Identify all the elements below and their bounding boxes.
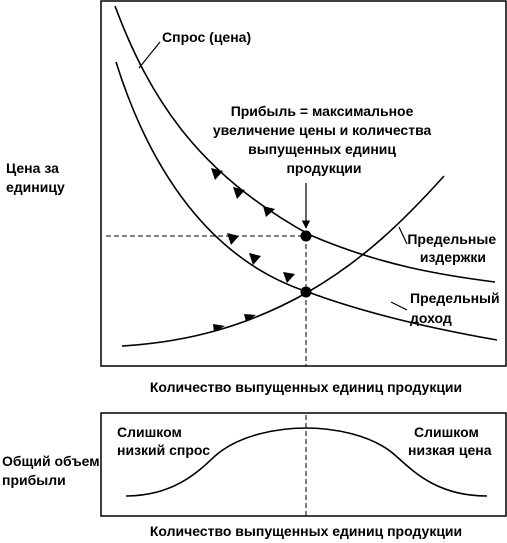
profit-note-line: Прибыль = максимальное: [231, 103, 414, 119]
bottom-y-axis-label: Общий объем прибыли: [2, 453, 104, 488]
low-demand-note-line: Слишком: [117, 424, 182, 440]
profit-note-line: продукции: [286, 160, 361, 176]
mr-arrow-icon: [283, 272, 295, 283]
low-price-note-line: низкая цена: [408, 442, 492, 458]
demand-curve: [114, 5, 496, 283]
marginal-revenue-curve: [115, 61, 498, 341]
marginal-cost-curve: [121, 175, 445, 347]
top-y-axis-label-line: Цена за: [6, 160, 59, 176]
low-price-note: Слишком низкая цена: [408, 424, 492, 458]
mc-arrow-icon: [213, 324, 225, 332]
bottom-y-axis-label-line: прибыли: [2, 472, 66, 488]
bottom-x-axis-label: Количество выпущенных единиц продукции: [150, 523, 462, 539]
profit-note-line: выпущенных единиц: [248, 141, 396, 157]
marginal-revenue-label-line: доход: [410, 310, 452, 326]
profit-note-line: увеличение цены и количества: [213, 122, 432, 138]
top-x-axis-label: Количество выпущенных единиц продукции: [150, 379, 462, 395]
mr-mc-intersection-point: [300, 286, 312, 298]
marginal-revenue-label: Предельный доход: [410, 290, 503, 326]
marginal-cost-label-line: издержки: [420, 249, 486, 265]
marginal-cost-label: Предельные издержки: [407, 231, 500, 265]
low-demand-note: Слишком низкий спрос: [117, 424, 210, 458]
demand-label: Спрос (цена): [162, 29, 251, 45]
mc-leader-line: [398, 226, 408, 245]
mr-leader-line: [390, 301, 408, 311]
mc-arrow-icon: [244, 314, 256, 322]
marginal-revenue-label-line: Предельный: [410, 290, 500, 306]
profit-note: Прибыль = максимальное увеличение цены и…: [213, 103, 435, 176]
demand-arrow-icon: [233, 187, 245, 199]
bottom-y-axis-label-line: Общий объем: [2, 453, 100, 469]
top-y-axis-label-line: единицу: [6, 179, 65, 195]
marginal-cost-label-line: Предельные: [407, 231, 496, 247]
mr-arrow-icon: [227, 233, 239, 245]
profit-max-point: [300, 230, 312, 242]
demand-arrow-icon: [263, 206, 275, 217]
demand-leader-line: [138, 41, 161, 69]
demand-arrow-icon: [211, 168, 223, 180]
top-y-axis-label: Цена за единицу: [6, 160, 65, 195]
low-price-note-line: Слишком: [414, 424, 479, 440]
mr-arrow-icon: [249, 253, 261, 265]
top-chart-frame: [100, 0, 507, 367]
low-demand-note-line: низкий спрос: [117, 442, 210, 458]
bottom-chart-frame: [100, 412, 507, 517]
